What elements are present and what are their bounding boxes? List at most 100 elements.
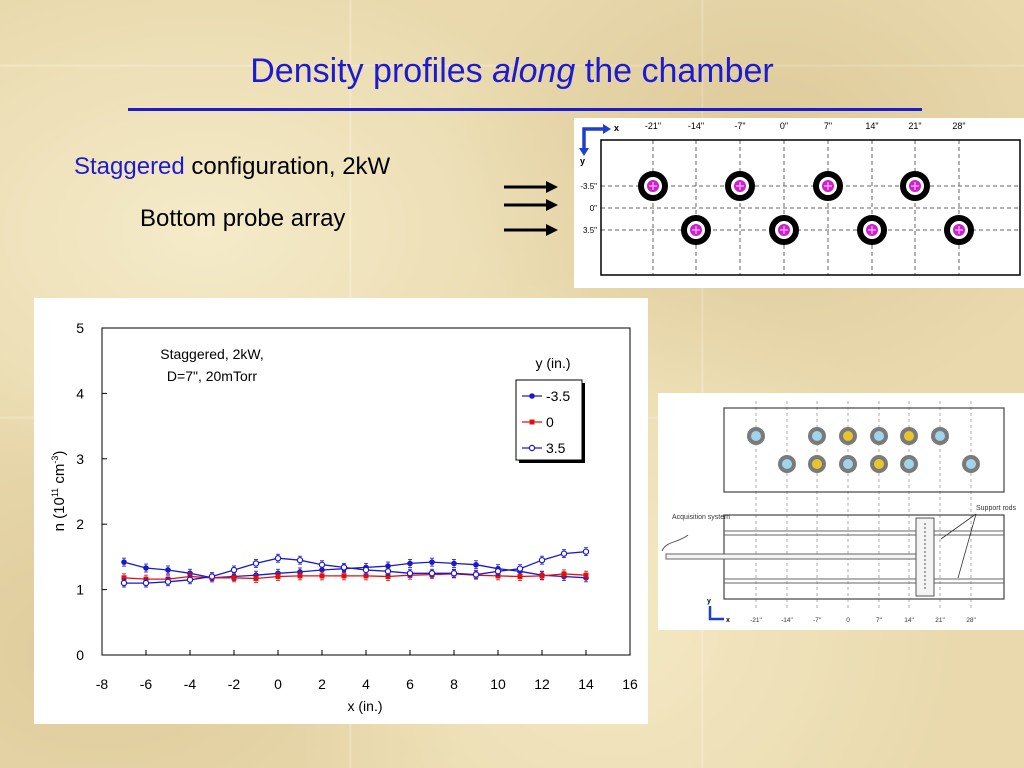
arrow-head-2 [546,199,558,211]
support-rods-label: Support rods [976,505,1017,512]
x-tick-label: -8 [96,676,109,692]
chamber-rig-diagram: Acquisition system Support rods x y -21"… [658,393,1024,630]
x-tick-label: 8 [450,676,458,692]
data-point-open [252,560,260,567]
title-post: the chamber [575,52,774,90]
rig-x-tick-label: -14" [781,617,793,624]
acquisition-shaft [665,553,917,560]
x-tick-label: 6 [406,676,414,692]
series-line [124,551,587,584]
data-point-square [529,419,535,425]
subtitle-highlight: Staggered [74,153,185,180]
data-point-square [319,573,325,579]
rig-probe-center [812,459,822,469]
data-point-square [385,574,391,580]
y-tick-label: 4 [76,385,84,401]
pd-x-tick-label: 28" [952,121,965,131]
data-point-open [142,579,150,587]
legend-label: 3.5 [546,440,566,456]
chart-annotation-line1: Staggered, 2kW, [160,346,264,362]
rig-x-tick-label: 0 [846,617,850,624]
data-point-open [528,444,536,452]
support-pointer-1 [940,513,977,540]
data-point-filled [121,559,127,565]
pd-x-tick-label: -21" [645,121,661,131]
rig-probe-center [874,431,884,441]
rig-x-tick-label: 14" [904,617,914,624]
data-point-filled [407,560,413,567]
data-point-square [583,572,589,578]
data-point-open [560,550,568,557]
title-underline [128,108,922,111]
rig-x-tick-label: 28" [966,617,976,624]
ylabel-sup1: 11 [50,488,60,497]
support-pointer-2 [957,513,977,579]
rig-x-tick-label: -21" [750,617,762,624]
acquisition-pointer [661,534,689,552]
y-tick-label: 1 [76,582,84,598]
x-tick-label: 12 [534,676,550,692]
data-point-open [186,576,194,583]
data-point-open [384,568,392,575]
data-point-filled [473,561,479,568]
data-point-square [363,573,369,579]
data-point-square [253,575,259,581]
data-point-filled [529,393,535,399]
pd-x-tick-label: 7" [824,121,832,131]
configuration-subtitle: Staggered configuration, 2kW [74,153,390,181]
data-point-filled [429,559,435,565]
pd-x-tick-label: 14" [865,121,878,131]
y-axis-title: n (1011 cm-3) [50,451,68,532]
title-pre: Density profiles [250,52,493,90]
y-tick-label: 3 [76,451,84,467]
rig-x-tick-label: 21" [935,617,945,624]
pd-y-tick-label: 0" [590,204,597,213]
data-point-square [275,574,281,580]
legend-title: y (in.) [536,355,571,371]
y-tick-label: 0 [76,647,84,663]
data-point-square [121,575,127,581]
data-point-filled [165,567,171,573]
data-point-square [495,573,501,579]
y-tick-label: 2 [76,516,84,532]
probe-array-caption: Bottom probe array [140,205,346,232]
pd-y-tick-label: 3.5" [583,226,597,235]
data-point-open [538,556,546,564]
pd-x-tick-label: 0" [780,121,788,131]
data-point-square [341,573,347,579]
data-point-square [297,573,303,579]
ylabel-sup2: -3 [50,456,60,464]
subtitle-rest: configuration, 2kW [184,153,391,180]
rig-chamber-top [723,407,1005,493]
data-point-open [120,579,128,587]
pd-x-tick-label: -7" [734,121,745,131]
data-point-open [362,566,370,574]
pd-x-tick-label: -14" [688,121,704,131]
rig-probe-center [782,459,792,469]
chamber-outline [600,139,1021,276]
rig-probe-center [843,431,853,441]
data-point-open [164,578,172,585]
x-axis-title: x (in.) [348,698,383,714]
data-point-open [318,561,326,568]
acquisition-label: Acquisition system [672,514,730,521]
rig-x-tick-label: 7" [876,617,883,624]
pointer-arrows [504,181,558,236]
legend-box [515,379,583,461]
data-point-open [340,564,348,571]
ylabel-pre: n (10 [51,497,68,531]
data-point-open [472,571,480,578]
x-arrow-icon [603,124,611,134]
x-tick-label: 2 [318,676,326,692]
data-point-square [517,574,523,580]
rig-x-axis-label: x [726,617,730,624]
y-arrow-icon [579,148,589,156]
ylabel-post: ) [51,451,68,456]
x-tick-label: -4 [184,676,197,692]
data-point-filled [451,560,457,567]
pd-y-tick-label: -3.5" [580,182,597,191]
data-point-square [539,573,545,579]
rig-probe-center [966,459,976,469]
data-point-square [231,575,237,581]
